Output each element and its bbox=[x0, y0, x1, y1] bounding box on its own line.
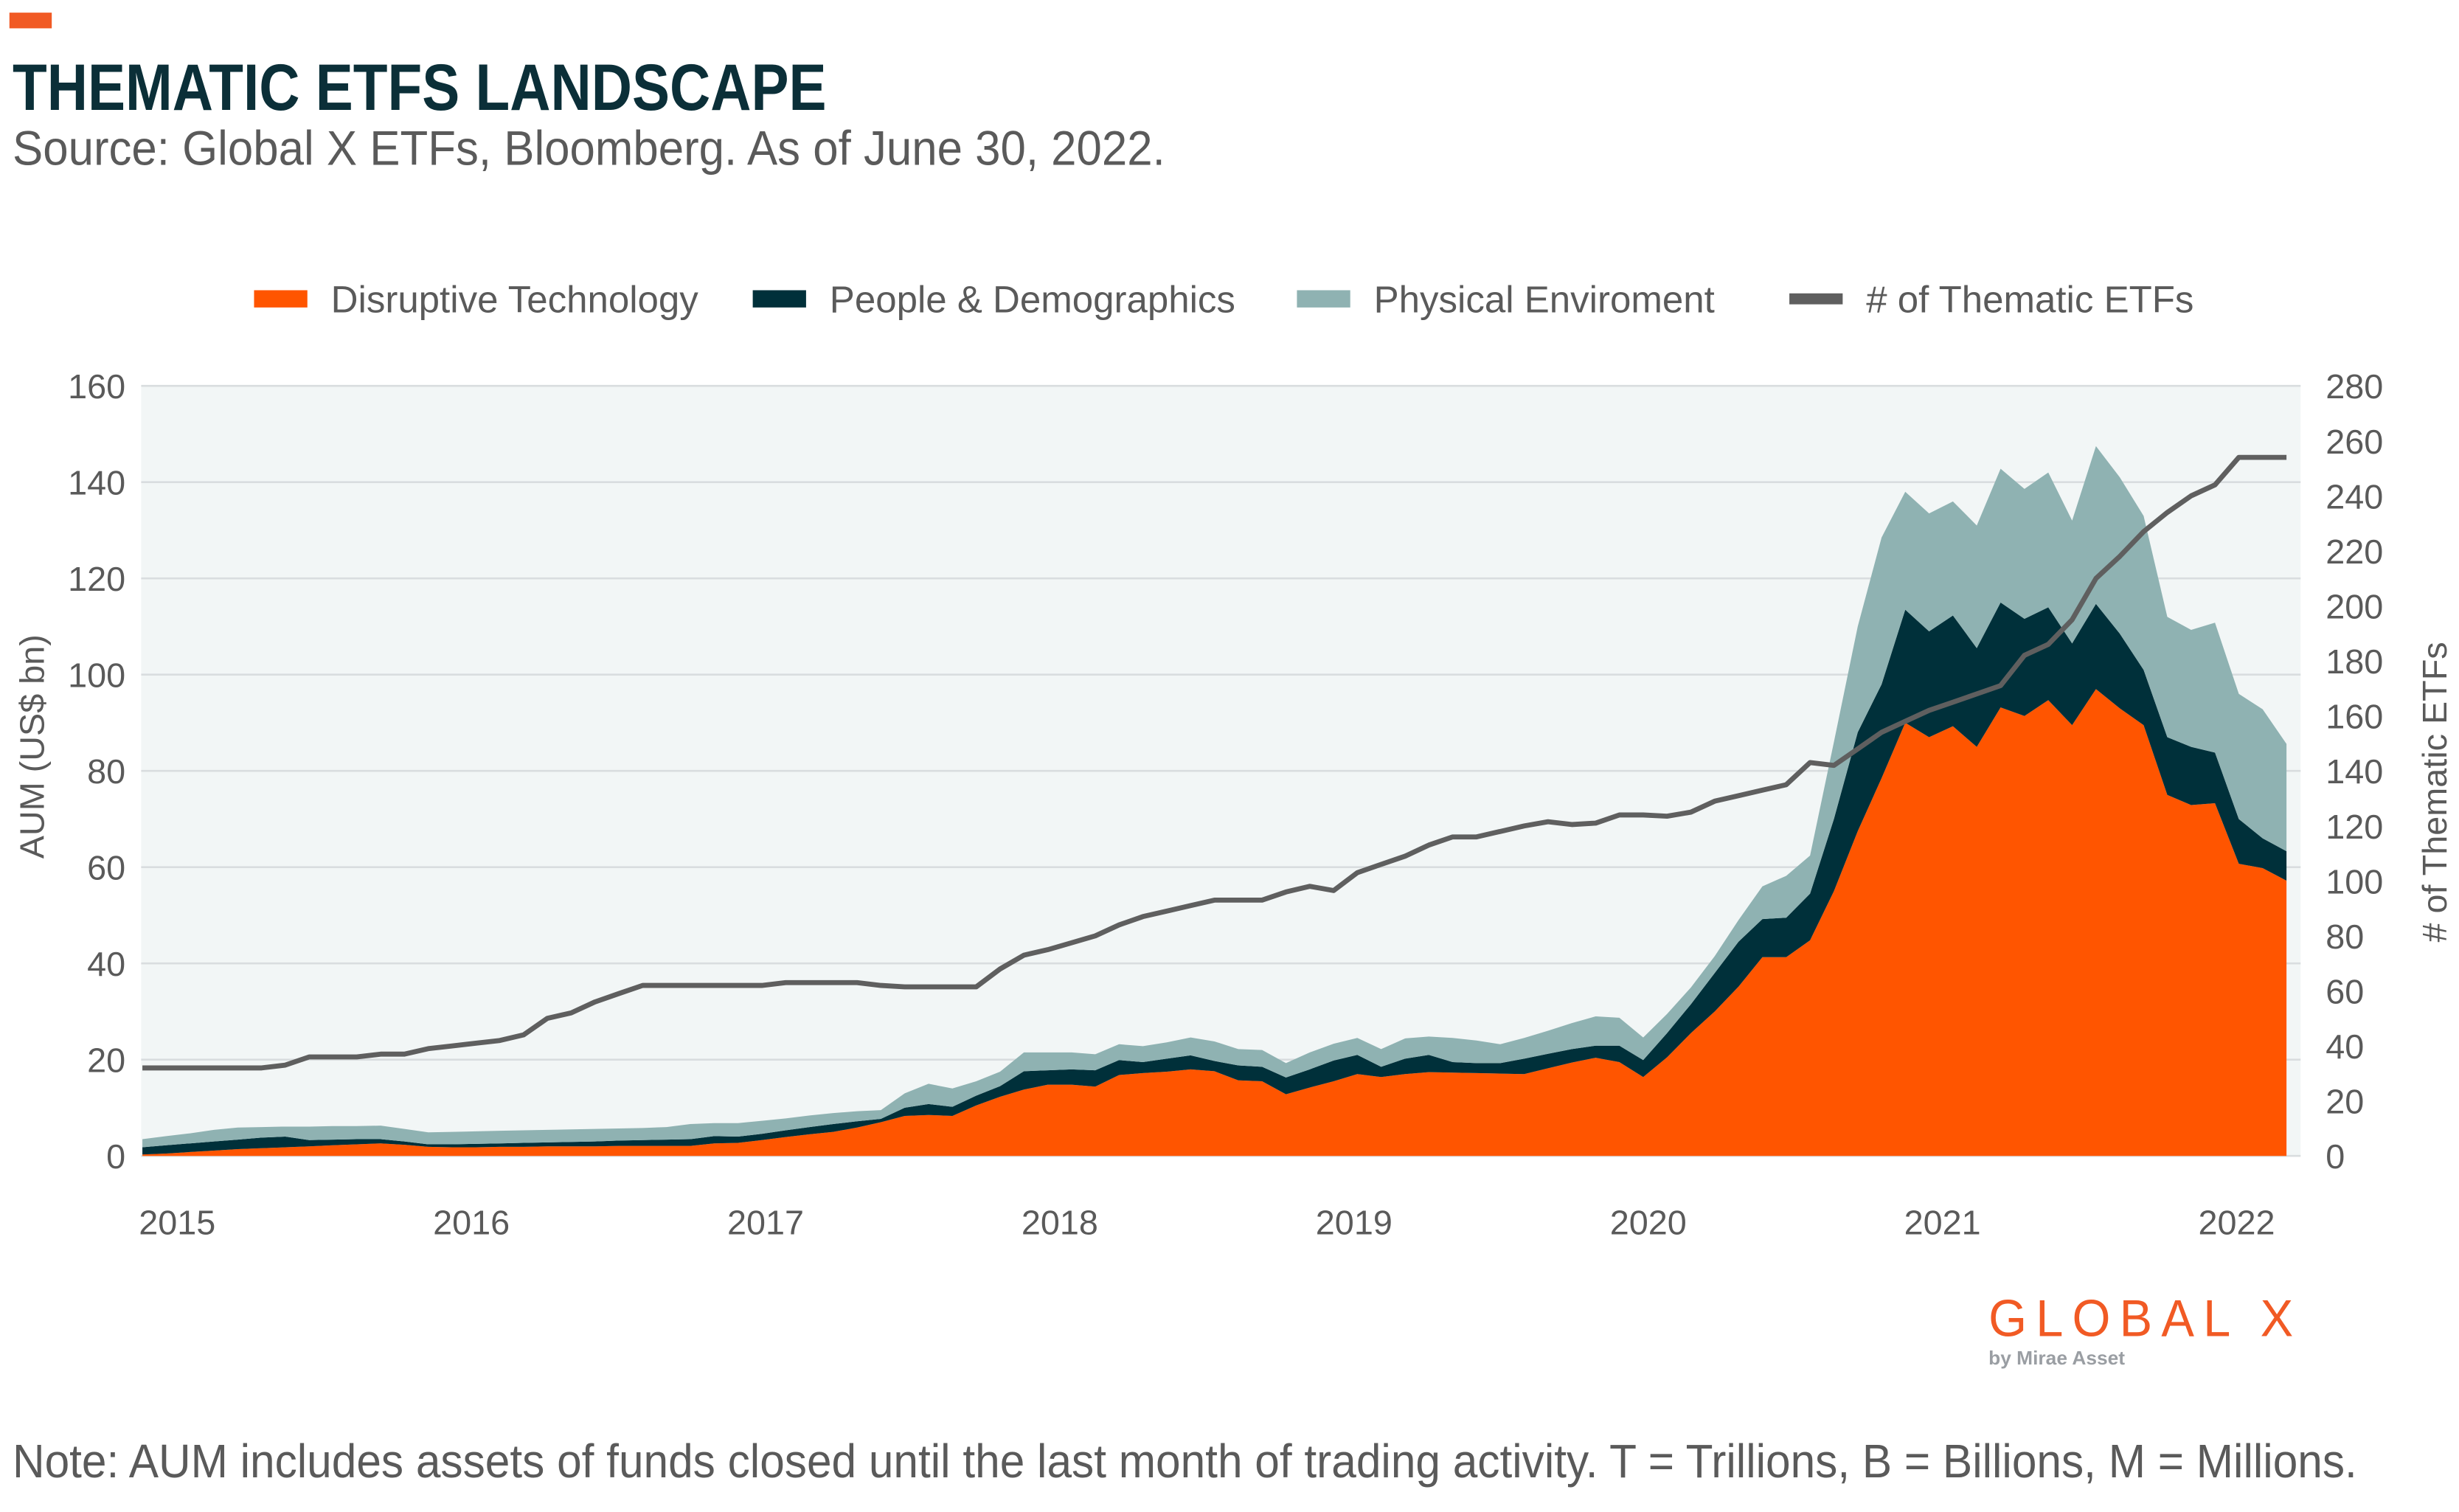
legend-item: People & Demographics bbox=[752, 278, 1235, 320]
legend-label: Physical Enviroment bbox=[1374, 278, 1715, 320]
chart-title: THEMATIC ETFS LANDSCAPE bbox=[13, 50, 827, 124]
right-tick-label: 60 bbox=[2326, 972, 2364, 1010]
logo-brand: GLOBAL X bbox=[1988, 1289, 2302, 1348]
left-tick-label: 80 bbox=[87, 752, 125, 791]
x-tick-label: 2015 bbox=[139, 1204, 215, 1242]
right-tick-label: 140 bbox=[2326, 752, 2383, 791]
right-tick-label: 160 bbox=[2326, 698, 2383, 736]
x-tick-label: 2022 bbox=[2198, 1204, 2275, 1242]
legend-label: # of Thematic ETFs bbox=[1866, 278, 2193, 320]
x-tick-label: 2020 bbox=[1610, 1204, 1687, 1242]
legend: Disruptive Technology People & Demographi… bbox=[254, 278, 2193, 320]
right-tick-label: 100 bbox=[2326, 862, 2383, 901]
left-tick-label: 140 bbox=[68, 464, 125, 502]
legend-swatch bbox=[1789, 293, 1843, 305]
left-tick-label: 20 bbox=[87, 1041, 125, 1080]
right-tick-label: 180 bbox=[2326, 642, 2383, 681]
legend-item: Physical Enviroment bbox=[1297, 278, 1715, 320]
legend-swatch bbox=[1297, 290, 1350, 308]
left-axis-title: AUM (US$ bn) bbox=[13, 634, 52, 859]
legend-item: Disruptive Technology bbox=[254, 278, 698, 320]
left-tick-label: 120 bbox=[68, 560, 125, 598]
area-series bbox=[142, 445, 2287, 1156]
x-tick-label: 2017 bbox=[727, 1204, 804, 1242]
footnote: Note: AUM includes assets of funds close… bbox=[13, 1435, 2357, 1488]
global-x-logo: GLOBAL X by Mirae Asset bbox=[1988, 1289, 2302, 1369]
line-series bbox=[142, 454, 2287, 1071]
x-axis-ticks: 2015 2016 2017 2018 2019 2020 2021 2022 bbox=[139, 1204, 2275, 1242]
right-axis-title: # of Thematic ETFs bbox=[2415, 642, 2454, 942]
x-tick-label: 2021 bbox=[1904, 1204, 1981, 1242]
legend-item: # of Thematic ETFs bbox=[1789, 278, 2193, 320]
left-tick-label: 160 bbox=[68, 367, 125, 406]
area-disruptive-technology bbox=[142, 689, 2287, 1156]
line-thematic-etf-count bbox=[142, 454, 2287, 1071]
x-tick-label: 2018 bbox=[1022, 1204, 1098, 1242]
right-axis-ticks: 0 20 40 60 80 100 120 140 160 180 200 220 240 260 280 bbox=[2326, 367, 2383, 1176]
right-tick-label: 280 bbox=[2326, 367, 2383, 406]
left-tick-label: 0 bbox=[106, 1137, 125, 1176]
x-tick-label: 2019 bbox=[1316, 1204, 1392, 1242]
right-tick-label: 120 bbox=[2326, 808, 2383, 846]
logo-tagline: by Mirae Asset bbox=[1988, 1348, 2125, 1369]
chart-subtitle: Source: Global X ETFs, Bloomberg. As of … bbox=[13, 120, 1165, 175]
left-tick-label: 40 bbox=[87, 945, 125, 983]
left-tick-label: 60 bbox=[87, 849, 125, 887]
left-tick-label: 100 bbox=[68, 656, 125, 695]
right-tick-label: 0 bbox=[2326, 1137, 2345, 1176]
legend-swatch bbox=[752, 290, 806, 308]
right-tick-label: 80 bbox=[2326, 918, 2364, 956]
right-tick-label: 200 bbox=[2326, 587, 2383, 625]
right-tick-label: 240 bbox=[2326, 477, 2383, 516]
right-tick-label: 40 bbox=[2326, 1027, 2364, 1066]
legend-label: People & Demographics bbox=[830, 278, 1235, 320]
legend-swatch bbox=[254, 290, 308, 308]
right-tick-label: 220 bbox=[2326, 533, 2383, 571]
legend-label: Disruptive Technology bbox=[331, 278, 699, 320]
right-tick-label: 20 bbox=[2326, 1083, 2364, 1121]
accent-mark bbox=[9, 13, 52, 29]
right-tick-label: 260 bbox=[2326, 423, 2383, 461]
area-people-demographics bbox=[142, 602, 2287, 1155]
x-tick-label: 2016 bbox=[433, 1204, 510, 1242]
left-axis-ticks: 0 20 40 60 80 100 120 140 160 bbox=[68, 367, 125, 1176]
